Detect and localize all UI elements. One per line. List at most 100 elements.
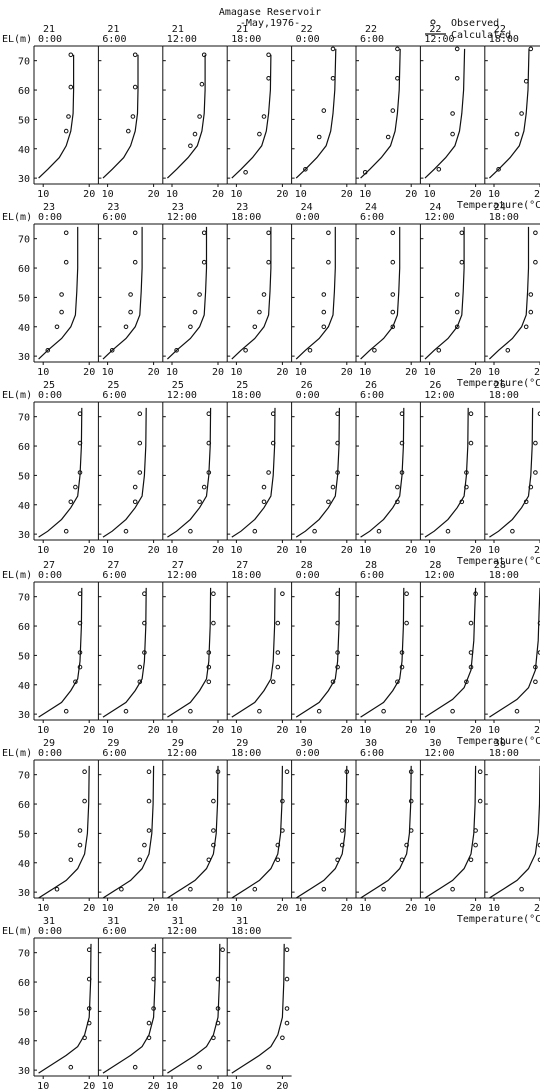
observed-point xyxy=(192,309,198,315)
panel-time-label: 18:00 xyxy=(489,34,519,45)
y-tick-label: 60 xyxy=(18,264,30,275)
panel-day-label: 24 xyxy=(494,202,506,213)
y-tick-label: 70 xyxy=(18,57,30,68)
observed-point xyxy=(335,440,340,446)
panel-day-label: 22 xyxy=(494,24,506,35)
observed-point xyxy=(206,411,212,417)
x-tick-label: 10 xyxy=(230,725,242,736)
observed-point xyxy=(390,259,396,265)
observed-point xyxy=(395,499,400,505)
x-axis-title: Temperature(°C) xyxy=(457,556,540,567)
observed-point xyxy=(86,1020,92,1026)
panel-time-label: 0:00 xyxy=(296,570,320,581)
x-tick-label: 20 xyxy=(148,725,160,736)
x-axis-title: Temperature(°C) xyxy=(457,914,540,925)
panel-day-label: 29 xyxy=(43,738,55,749)
observed-point xyxy=(137,857,143,863)
observed-point xyxy=(146,1035,152,1041)
observed-point xyxy=(280,798,285,804)
observed-point xyxy=(468,650,474,655)
x-tick-label: 10 xyxy=(424,189,436,200)
observed-point xyxy=(211,591,216,597)
observed-point xyxy=(381,886,386,892)
observed-point xyxy=(390,324,396,330)
observed-point xyxy=(151,1006,156,1011)
observed-point xyxy=(252,324,258,330)
panel-day-label: 22 xyxy=(429,24,441,35)
calculated-curve xyxy=(38,407,83,538)
observed-point xyxy=(533,259,538,265)
x-tick-label: 20 xyxy=(341,189,353,200)
observed-point xyxy=(206,857,212,863)
panel-day-label: 26 xyxy=(301,380,313,391)
calculated-curve xyxy=(166,54,206,179)
observed-point xyxy=(77,828,83,833)
calculated-curve xyxy=(167,765,219,899)
observed-point xyxy=(220,947,225,953)
observed-point xyxy=(399,664,405,670)
x-axis-title: Temperature(°C) xyxy=(457,378,540,389)
calculated-curve xyxy=(424,48,466,179)
observed-point xyxy=(206,664,212,670)
observed-point xyxy=(68,84,74,90)
observed-point xyxy=(211,798,216,804)
x-tick-label: 10 xyxy=(102,367,114,378)
x-tick-label: 10 xyxy=(488,545,500,556)
panel-time-label: 18:00 xyxy=(489,212,519,223)
observed-point xyxy=(510,528,515,534)
calculated-curve xyxy=(295,226,336,360)
observed-point xyxy=(63,259,69,265)
x-axis-title: Temperature(°C) xyxy=(457,200,540,211)
observed-point xyxy=(339,842,345,848)
observed-point xyxy=(537,620,540,626)
observed-point xyxy=(261,114,267,119)
observed-point xyxy=(537,857,540,863)
profile-panel: 210:00 10 20 EL(m) 30 40 50 60 70 xyxy=(2,24,99,200)
observed-point xyxy=(54,324,60,330)
x-tick-label: 20 xyxy=(534,189,540,200)
observed-point xyxy=(362,170,368,175)
panel-day-label: 23 xyxy=(236,202,248,213)
panel-day-label: 29 xyxy=(107,738,119,749)
observed-point xyxy=(450,708,455,714)
observed-point xyxy=(211,620,216,626)
profile-panel: 306:00 10 20 xyxy=(355,738,421,914)
panel-day-label: 21 xyxy=(107,24,119,35)
calculated-curve xyxy=(167,587,212,718)
observed-point xyxy=(399,857,405,863)
observed-point xyxy=(399,470,405,475)
observed-point xyxy=(86,1006,92,1011)
observed-point xyxy=(68,499,74,505)
profile-panel: 316:00 10 20 xyxy=(97,916,163,1090)
observed-point xyxy=(261,499,267,505)
x-tick-label: 20 xyxy=(276,545,288,556)
observed-point xyxy=(45,348,51,353)
observed-point xyxy=(399,411,405,417)
observed-point xyxy=(201,52,207,58)
profile-panel: 216:00 10 20 xyxy=(97,24,163,200)
calculated-curve xyxy=(488,226,530,360)
x-tick-label: 20 xyxy=(148,545,160,556)
observed-point xyxy=(381,708,386,714)
observed-point xyxy=(261,292,267,297)
observed-point xyxy=(404,620,409,626)
observed-point xyxy=(335,650,340,655)
observed-point xyxy=(188,324,193,330)
y-tick-label: 40 xyxy=(18,681,30,692)
x-tick-label: 20 xyxy=(212,545,224,556)
profile-panel: 260:00 10 20 xyxy=(291,380,356,556)
observed-point xyxy=(257,309,262,315)
y-axis-label: EL(m) xyxy=(2,212,32,223)
panel-time-label: 6:00 xyxy=(360,748,384,759)
y-tick-label: 30 xyxy=(18,710,30,721)
calculated-curve xyxy=(295,587,340,718)
panel-time-label: 12:00 xyxy=(167,34,197,45)
observed-point xyxy=(330,76,336,81)
observed-point xyxy=(66,114,71,119)
observed-point xyxy=(137,440,143,446)
observed-point xyxy=(188,708,193,714)
observed-point xyxy=(473,842,478,848)
